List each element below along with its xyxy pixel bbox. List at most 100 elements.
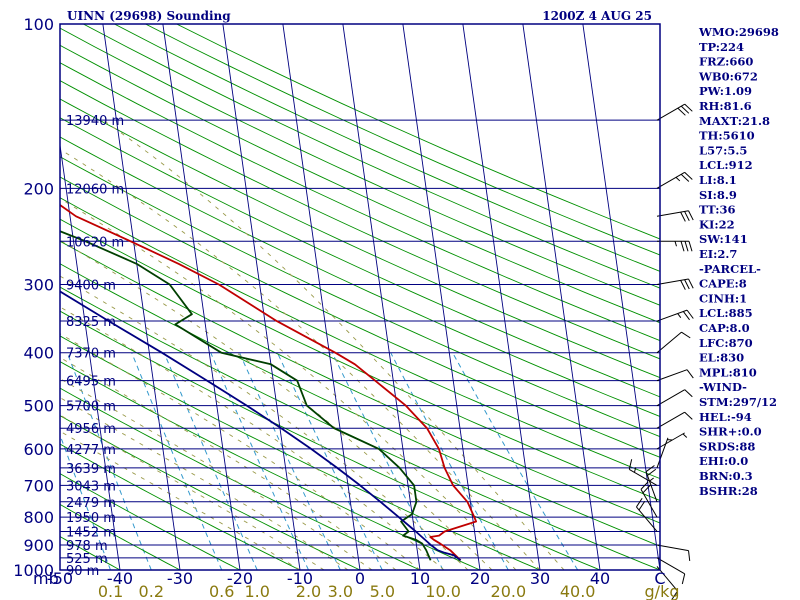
temperature-tick-label: -50 <box>47 569 73 588</box>
index-entry: L57:5.5 <box>699 143 747 157</box>
mixing-ratio-label: 0.6 <box>209 582 234 600</box>
wind-barb-feather <box>642 484 651 494</box>
wind-barb-staff <box>656 432 685 450</box>
axis-labels: 13940 m 12060 m 10620 m 9400 m 8325 m 7370 m 6… <box>13 15 679 600</box>
parcel-trace <box>60 290 462 562</box>
mixing-ratio-line <box>452 352 579 570</box>
height-label: 9400 m <box>66 279 116 294</box>
dry-adiabat <box>60 536 121 570</box>
mixing-ratio-line <box>239 352 341 570</box>
temperature-tick-label: C <box>654 569 665 588</box>
chart-title: UINN (29698) Sounding <box>67 9 231 23</box>
wind-barb-feather <box>682 311 690 321</box>
dry-adiabat <box>60 310 602 570</box>
index-entry: KI:22 <box>699 217 735 231</box>
profile-traces <box>60 186 477 562</box>
temperature-tick-label: -30 <box>167 569 193 588</box>
wind-barb-feather <box>681 573 686 585</box>
index-entry: LCL:885 <box>699 306 753 320</box>
dry-adiabat <box>60 44 660 324</box>
wind-barb <box>656 331 691 354</box>
isotherm-line <box>162 24 241 570</box>
index-entry: CAPE:8 <box>699 277 747 291</box>
wind-barb-feather <box>636 497 643 508</box>
pressure-tick-label: 400 <box>23 344 54 363</box>
isotherm-line <box>60 142 121 570</box>
height-label: 1452 m <box>66 525 116 540</box>
wind-barb <box>656 103 693 121</box>
dewpoint-trace <box>60 230 432 561</box>
wind-barb <box>656 210 694 222</box>
wind-barb-feather <box>684 211 690 221</box>
stability-indices: WMO:29698TP:224FRZ:660WB0:672PW:1.09RH:8… <box>698 25 779 498</box>
wind-barb-staff <box>656 369 688 382</box>
pressure-tick-label: 300 <box>23 276 54 295</box>
index-entry: BSHR:28 <box>699 484 758 498</box>
pressure-tick-label: 200 <box>23 179 54 198</box>
wind-barb <box>645 465 658 502</box>
wind-barb-staff <box>656 389 685 407</box>
moist-adiabat <box>60 356 397 570</box>
isotherm-line <box>222 24 301 570</box>
wind-barb-staff <box>640 489 658 518</box>
plot-frame <box>59 23 661 571</box>
pressure-tick-label: 800 <box>23 508 54 527</box>
index-entry: CINH:1 <box>699 291 747 305</box>
wind-barb <box>636 497 658 532</box>
index-entry: SHR+:0.0 <box>699 425 762 439</box>
wind-barb-feather <box>688 210 694 221</box>
wind-barb-staff <box>656 103 685 121</box>
wind-barb-staff <box>656 309 688 322</box>
wind-barb <box>656 557 686 585</box>
wind-barb-feather <box>684 171 693 180</box>
wind-barb-feather <box>645 465 655 473</box>
wind-barb-feather <box>633 467 637 473</box>
dry-adiabat <box>60 387 422 570</box>
mixing-ratio-line <box>331 352 444 570</box>
temperature-tick-label: 40 <box>590 569 610 588</box>
mixing-ratio-label: 5.0 <box>370 582 395 600</box>
wind-barb-feather <box>684 241 689 252</box>
valid-time: 1200Z 4 AUG 25 <box>542 9 652 23</box>
height-label: 3043 m <box>66 479 116 494</box>
wind-barb-staff <box>636 506 658 532</box>
height-label: 10620 m <box>66 235 124 250</box>
mixing-ratio-label: 0.1 <box>98 582 123 600</box>
wind-barb-feather <box>640 481 649 490</box>
dry-adiabat <box>60 98 660 379</box>
wind-barbs <box>628 103 694 600</box>
moist-adiabat <box>60 275 469 570</box>
background-grid <box>60 24 660 570</box>
wind-barb-feather <box>638 501 646 511</box>
wind-barb-feather <box>649 477 654 482</box>
mixing-ratio-line <box>210 352 309 570</box>
height-label: 5700 m <box>66 400 116 415</box>
index-entry: TT:36 <box>699 203 736 217</box>
temperature-tick-label: -20 <box>227 569 253 588</box>
mixing-ratio-label: g/kg <box>645 582 680 600</box>
wind-barb-feather <box>675 176 681 182</box>
index-entry: MPL:810 <box>699 365 757 379</box>
height-label: 978 m <box>66 539 108 554</box>
index-entry: FRZ:660 <box>699 55 753 69</box>
dry-adiabat <box>60 443 302 570</box>
wind-barb-staff <box>656 331 682 354</box>
wind-barb <box>656 389 693 407</box>
wind-barb-feather <box>682 433 688 438</box>
wind-barb-feather <box>684 103 693 112</box>
temperature-trace <box>60 186 477 561</box>
wind-barb-feather <box>647 468 657 476</box>
wind-barb-staff <box>656 210 689 217</box>
index-entry: LFC:870 <box>699 336 753 350</box>
index-entry: CAP:8.0 <box>699 321 750 335</box>
index-entry: WB0:672 <box>698 69 758 83</box>
wind-barb <box>628 459 658 486</box>
wind-barb <box>656 432 688 450</box>
index-entry: LI:8.1 <box>699 173 737 187</box>
wind-barb-feather <box>681 331 691 339</box>
temperature-tick-label: 30 <box>530 569 550 588</box>
dry-adiabat <box>60 415 362 570</box>
isotherm-line <box>402 24 481 570</box>
moist-adiabat <box>60 397 349 570</box>
